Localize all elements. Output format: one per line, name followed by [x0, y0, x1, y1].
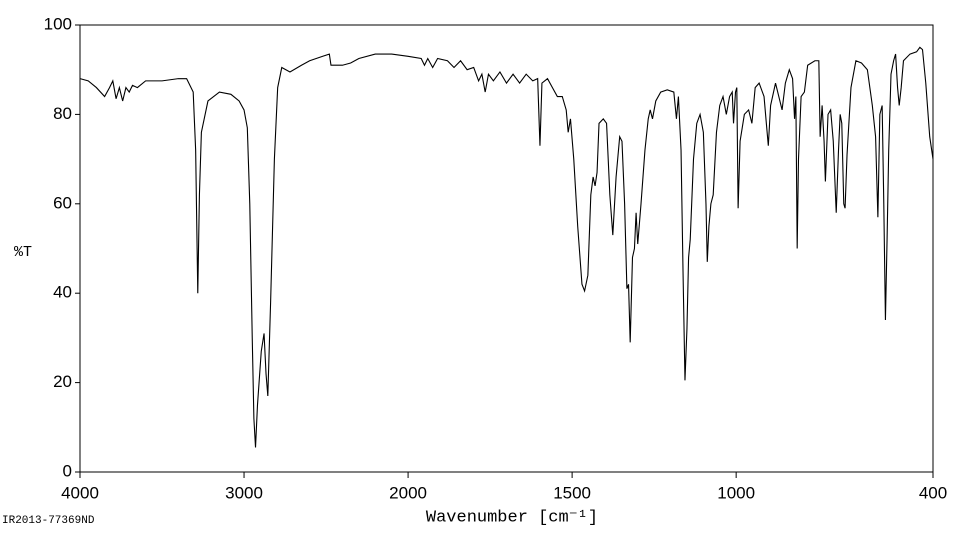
x-tick-label: 400	[919, 483, 947, 502]
y-tick-label: 40	[53, 283, 72, 302]
spectrum-line	[79, 46, 934, 448]
y-tick-label: 0	[63, 461, 72, 480]
x-tick-label: 2000	[389, 483, 427, 502]
y-tick-label: 20	[53, 372, 72, 391]
x-tick-label: 3000	[225, 483, 263, 502]
x-tick-label: 1500	[553, 483, 591, 502]
x-tick-label: 4000	[61, 483, 99, 502]
y-tick-label: 100	[44, 14, 72, 33]
plot-frame	[79, 24, 934, 473]
y-tick-label: 60	[53, 193, 72, 212]
x-tick-label: 1000	[717, 483, 755, 502]
y-tick-label: 80	[53, 104, 72, 123]
footnote: IR2013-77369ND	[2, 515, 95, 527]
y-axis-label: %T	[14, 244, 32, 261]
x-axis-label: Wavenumber [cm⁻¹]	[426, 508, 598, 527]
